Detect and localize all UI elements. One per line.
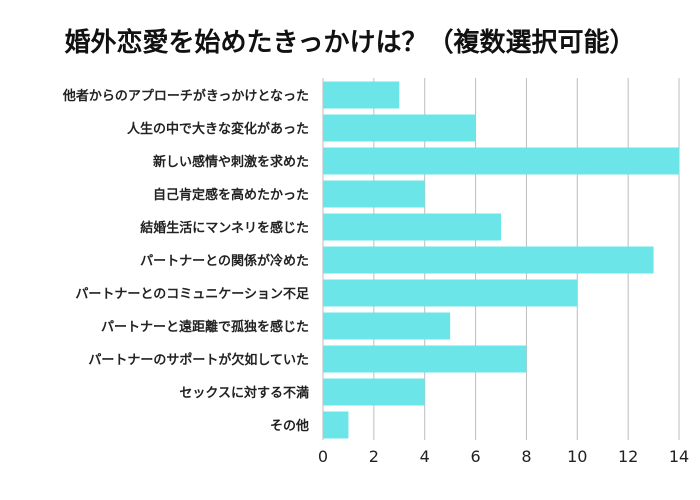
category-label: 自己肯定感を高めたかった: [153, 187, 309, 203]
category-label: 他者からのアプローチがきっかけとなった: [62, 88, 309, 104]
chart-title: 婚外恋愛を始めたきっかけは？（複数選択可能）: [64, 28, 636, 58]
bar: [323, 147, 679, 175]
bar: [323, 312, 451, 340]
category-labels: 他者からのアプローチがきっかけとなった人生の中で大きな変化があった新しい感情や刺…: [62, 88, 310, 434]
category-label: 結婚生活にマンネリを感じた: [140, 220, 309, 236]
bar: [323, 378, 425, 406]
x-tick-label: 4: [420, 447, 430, 466]
category-label: パートナーのサポートが欠如していた: [88, 352, 309, 368]
bar-series: [323, 81, 679, 439]
bar: [323, 213, 501, 241]
bar: [323, 345, 527, 373]
category-label: セックスに対する不満: [179, 385, 309, 401]
x-tick-label: 6: [470, 447, 480, 466]
category-label: パートナーとの関係が冷めた: [140, 253, 309, 269]
bar: [323, 279, 578, 307]
category-label: パートナーとのコミュニケーション不足: [75, 287, 310, 302]
bar: [323, 180, 425, 208]
x-tick-label: 2: [369, 447, 379, 466]
x-tick-labels: 0 2 4 6 8 10 12 14: [318, 447, 689, 466]
bar: [323, 411, 349, 439]
category-label: 人生の中で大きな変化があった: [127, 121, 309, 137]
bar: [323, 114, 476, 142]
category-label: 新しい感情や刺激を求めた: [153, 154, 309, 170]
category-label: パートナーと遠距離で孤独を感じた: [101, 319, 309, 335]
bar: [323, 246, 654, 274]
x-tick-label: 12: [618, 447, 638, 466]
x-tick-label: 10: [567, 447, 587, 466]
x-tick-label: 8: [521, 447, 531, 466]
category-label: その他: [270, 418, 309, 434]
bar: [323, 81, 400, 109]
x-tick-label: 14: [669, 447, 689, 466]
x-tick-label: 0: [318, 447, 328, 466]
